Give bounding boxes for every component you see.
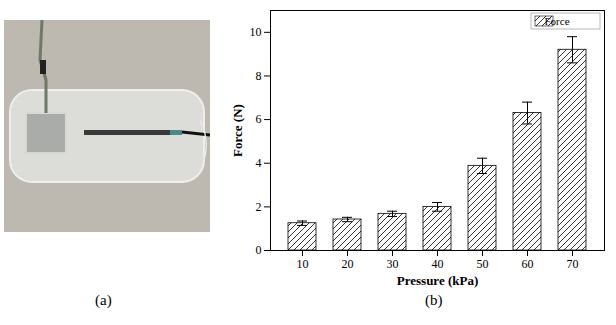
svg-text:50: 50 <box>477 257 489 271</box>
svg-text:10: 10 <box>250 25 262 39</box>
svg-text:Force: Force <box>544 15 569 27</box>
svg-text:40: 40 <box>432 257 444 271</box>
svg-text:2: 2 <box>256 200 262 214</box>
svg-text:20: 20 <box>342 257 354 271</box>
svg-text:Pressure (kPa): Pressure (kPa) <box>397 273 478 288</box>
svg-text:0: 0 <box>256 243 262 257</box>
svg-text:70: 70 <box>567 257 579 271</box>
html-text:(a): (a) <box>95 292 112 308</box>
html-text:(b): (b) <box>425 292 443 308</box>
svg-text:6: 6 <box>256 112 262 126</box>
svg-text:30: 30 <box>387 257 399 271</box>
svg-text:Force (N): Force (N) <box>230 104 245 157</box>
svg-text:8: 8 <box>256 69 262 83</box>
svg-text:60: 60 <box>522 257 534 271</box>
svg-text:10: 10 <box>297 257 309 271</box>
svg-text:4: 4 <box>256 156 262 170</box>
